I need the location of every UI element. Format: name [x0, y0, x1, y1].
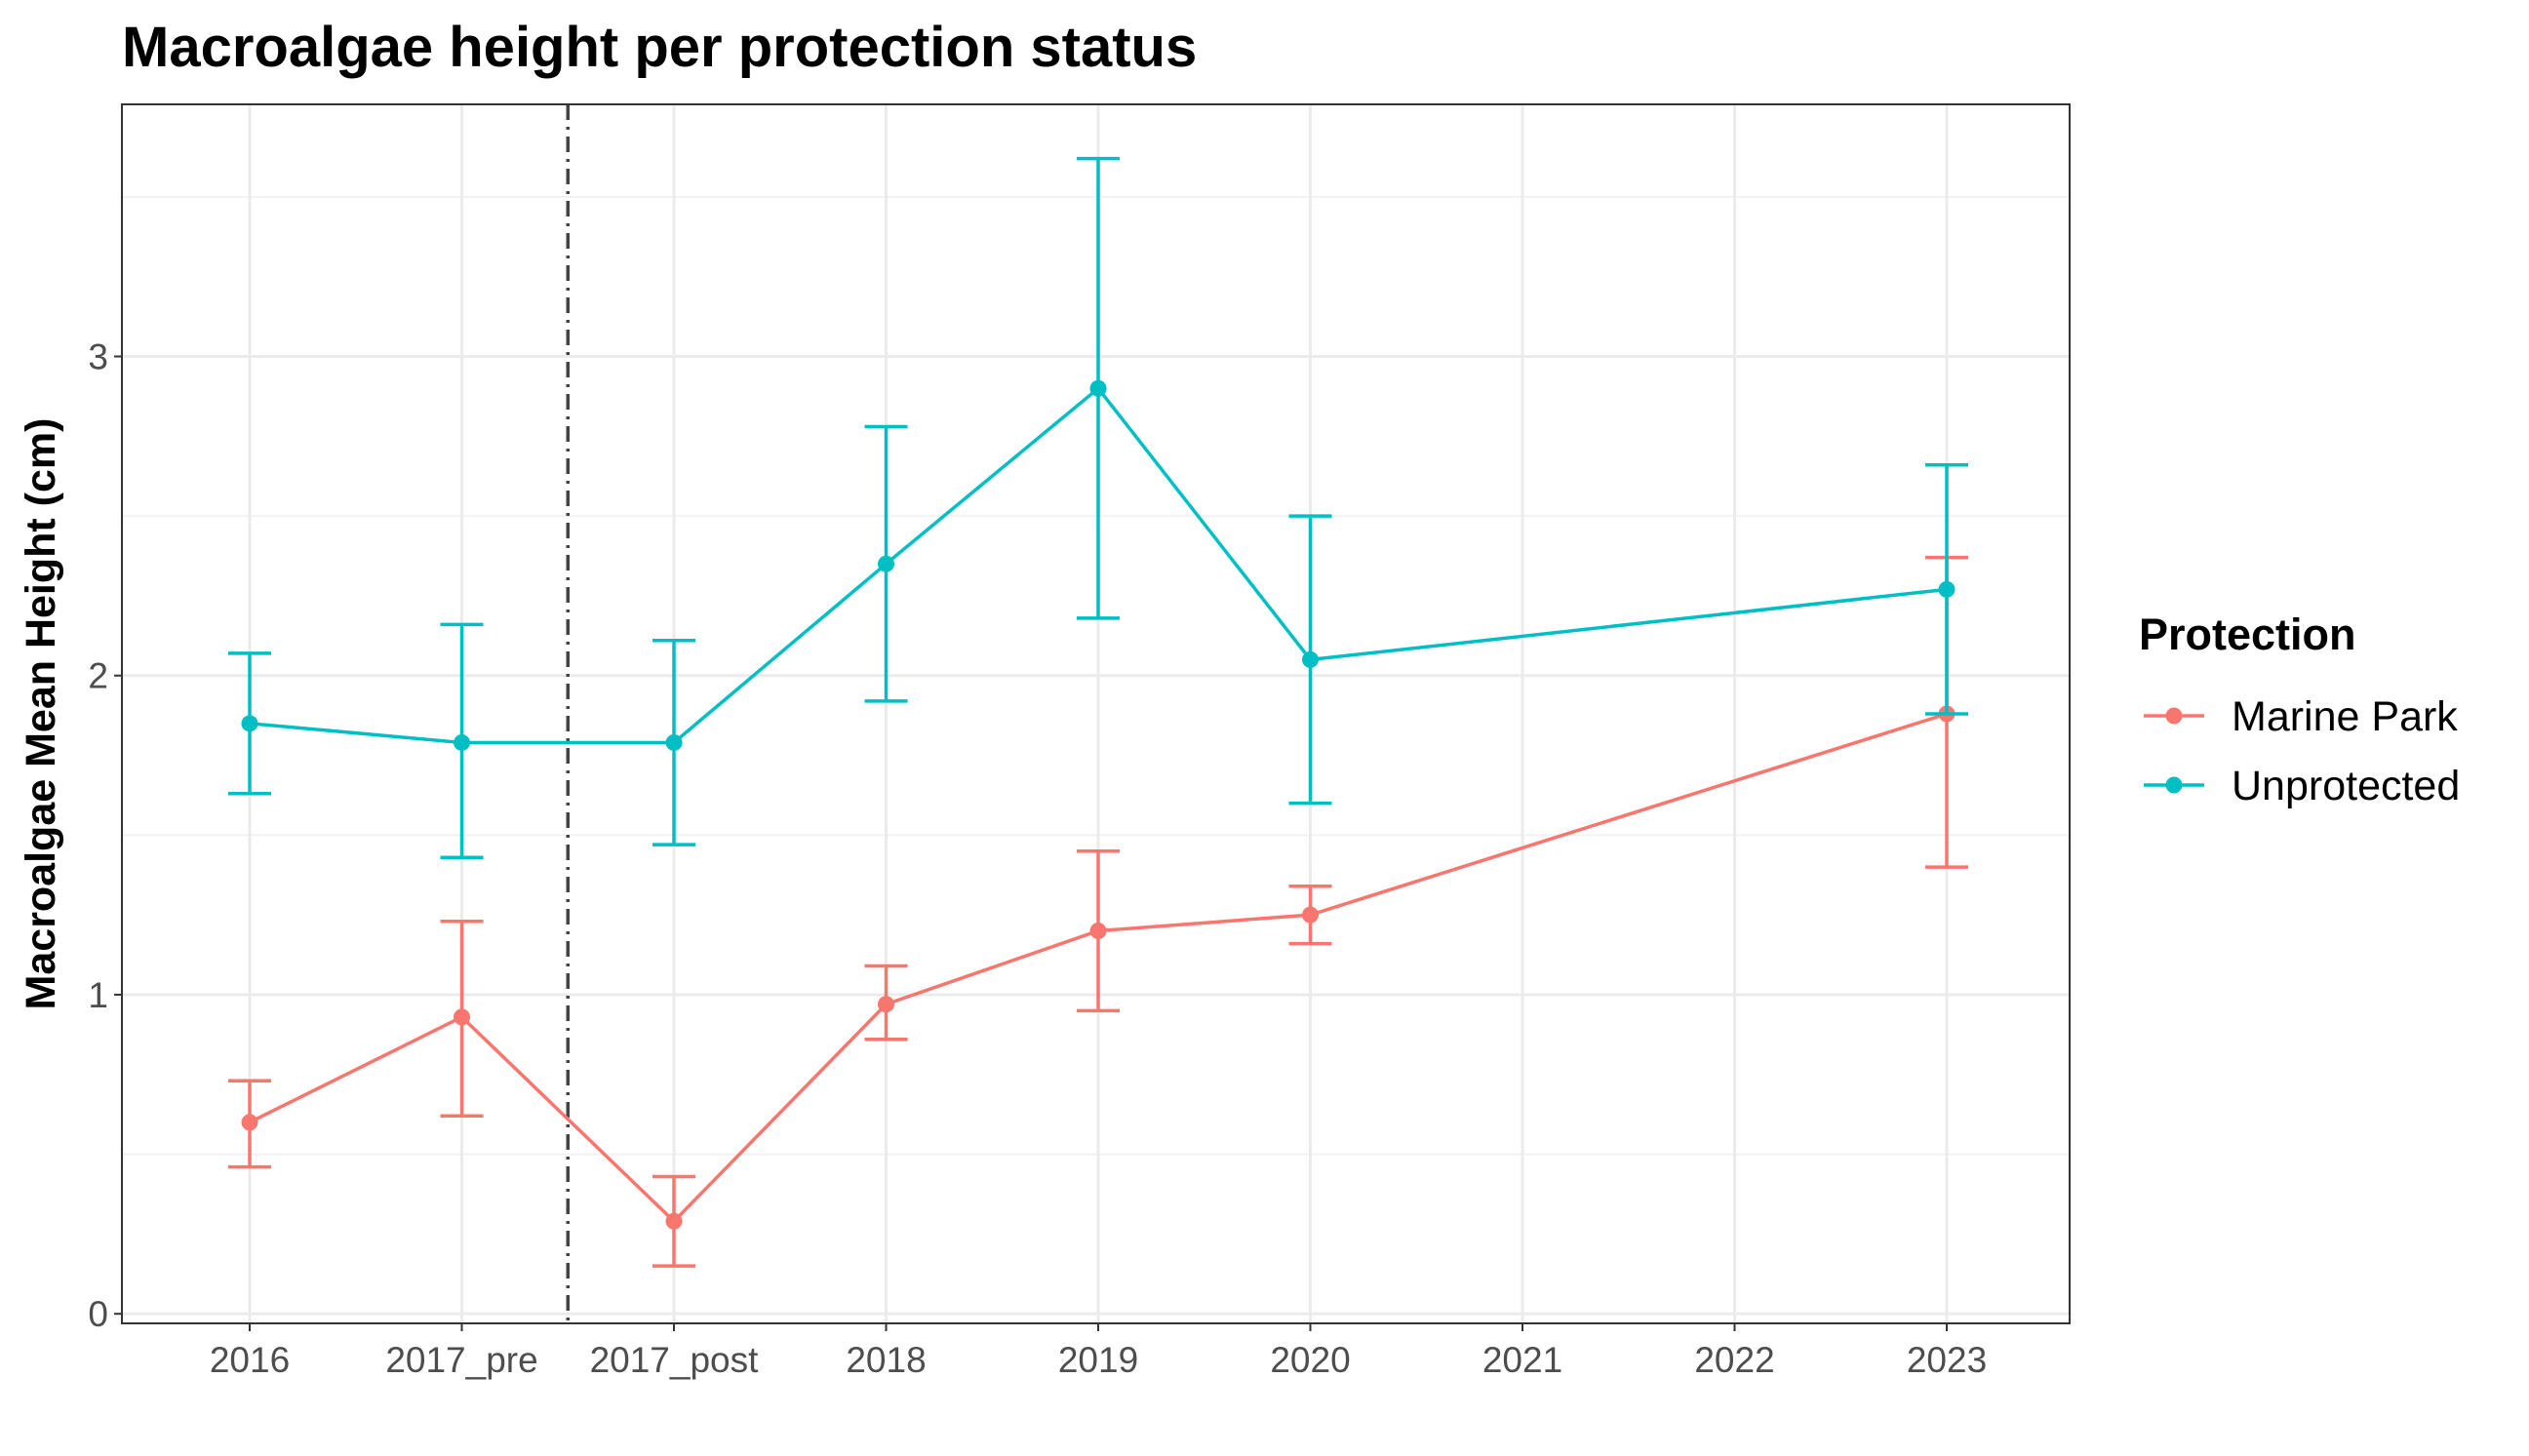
legend-key-point — [2165, 776, 2183, 794]
legend-label: Marine Park — [2232, 693, 2458, 740]
data-point — [454, 733, 470, 751]
series-layer — [228, 156, 1968, 1268]
x-tick-label: 2019 — [1058, 1340, 1138, 1380]
x-tick-label: 2021 — [1482, 1340, 1562, 1380]
y-tick-label: 0 — [88, 1294, 108, 1334]
data-point — [1302, 906, 1319, 924]
legend-title: Protection — [2139, 610, 2356, 659]
data-point — [1302, 650, 1319, 668]
chart-title: Macroalgae height per protection status — [122, 16, 1197, 79]
y-axis-label: Macroalgae Mean Height (cm) — [18, 418, 64, 1010]
legend-item: Marine Park — [2144, 693, 2458, 740]
data-point — [878, 996, 894, 1013]
data-point — [878, 555, 894, 572]
data-point — [1938, 580, 1956, 598]
x-tick-label: 2017_post — [590, 1340, 760, 1380]
data-point — [665, 733, 683, 751]
x-tick-label: 2022 — [1694, 1340, 1774, 1380]
data-point — [1089, 379, 1107, 397]
data-point — [241, 1114, 258, 1131]
axes: 0 1 2 3 2016 2017_pre 2017_post 2018 2019 2020 202… — [88, 337, 1987, 1380]
data-point — [665, 1212, 683, 1230]
plot-panel-border — [121, 103, 2071, 1324]
x-tick-label: 2023 — [1907, 1340, 1987, 1380]
data-point — [241, 715, 258, 732]
y-tick-label: 2 — [88, 656, 108, 696]
legend-label: Unprotected — [2232, 763, 2460, 809]
grid — [122, 104, 2070, 1323]
series-marine-park — [228, 555, 1968, 1268]
y-tick-label: 3 — [88, 337, 108, 377]
x-tick-label: 2018 — [846, 1340, 926, 1380]
x-tick-label: 2020 — [1270, 1340, 1350, 1380]
y-tick-label: 1 — [88, 975, 108, 1015]
x-tick-label: 2017_pre — [385, 1340, 537, 1380]
data-point — [454, 1008, 470, 1026]
series-unprotected — [228, 156, 1968, 860]
legend-key-point — [2165, 707, 2183, 725]
legend: Protection Marine Park Unprotected — [2139, 610, 2460, 809]
x-tick-label: 2016 — [210, 1340, 290, 1380]
legend-item: Unprotected — [2144, 763, 2460, 809]
data-point — [1089, 923, 1107, 940]
